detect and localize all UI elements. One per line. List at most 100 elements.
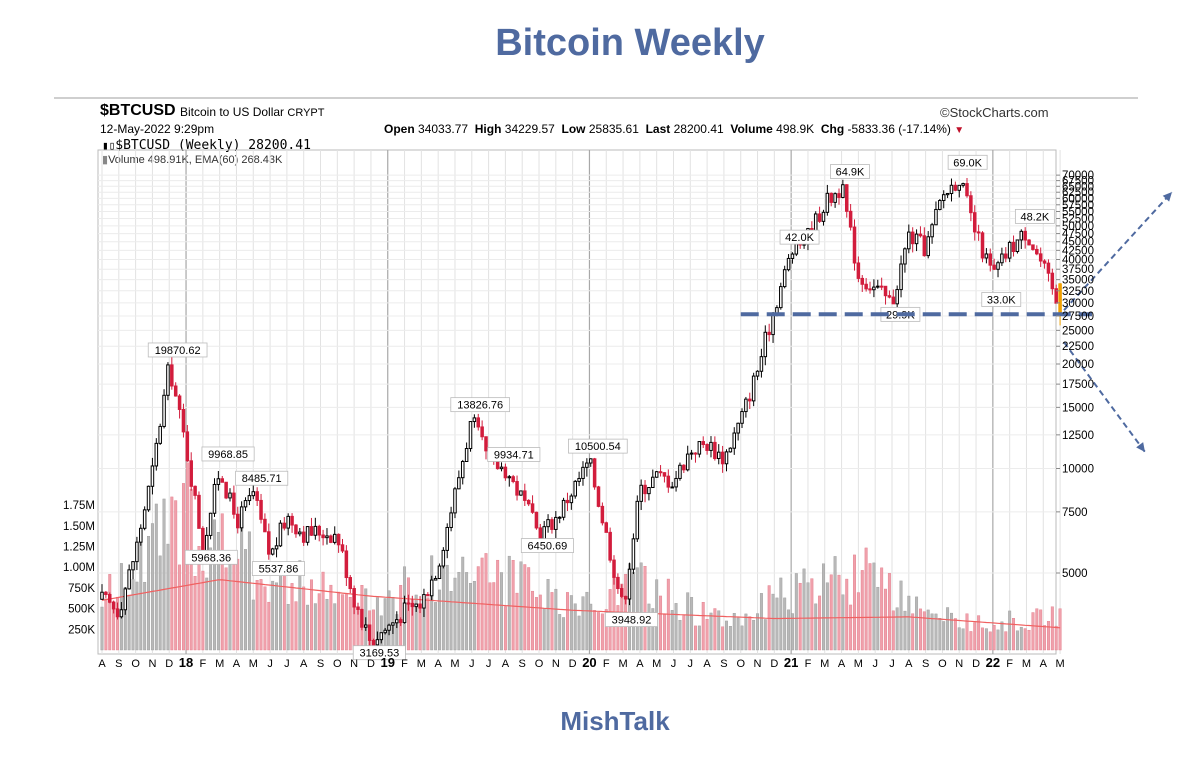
candle-body bbox=[693, 452, 698, 455]
candle-body bbox=[891, 296, 896, 305]
volume-bar bbox=[515, 592, 519, 651]
x-tick-label: S bbox=[922, 658, 929, 670]
candle-body bbox=[107, 594, 112, 603]
x-tick-label: J bbox=[284, 658, 290, 670]
candle-body bbox=[441, 549, 446, 567]
volume-bar bbox=[752, 619, 756, 651]
candle-body bbox=[131, 561, 135, 571]
volume-bar bbox=[891, 610, 895, 651]
high-value: 34229.57 bbox=[504, 122, 555, 136]
stockcharts-credit: ©StockCharts.com bbox=[940, 105, 1049, 120]
y-tick-label: 40000 bbox=[1062, 254, 1094, 266]
volume-bar bbox=[953, 618, 957, 651]
x-tick-label: 21 bbox=[784, 655, 798, 670]
x-tick-label: O bbox=[131, 658, 140, 670]
volume-bar bbox=[298, 560, 302, 651]
price-annotations: 19870.62 5968.36 9968.85 8485.71 5537.86 3169… bbox=[147, 154, 1055, 661]
x-tick-label: J bbox=[889, 658, 895, 670]
candle-body bbox=[290, 515, 294, 526]
candle-body bbox=[945, 193, 950, 196]
candle-body bbox=[1007, 241, 1012, 259]
x-tick-label: F bbox=[603, 658, 610, 670]
volume-bar bbox=[1015, 630, 1019, 651]
volume-bars-icon: ▮ bbox=[102, 154, 109, 166]
volume-bar bbox=[100, 606, 104, 651]
candle-body bbox=[476, 417, 481, 428]
volume-bar bbox=[589, 603, 593, 651]
candle-body bbox=[429, 579, 434, 597]
volume-bar bbox=[887, 573, 891, 651]
x-tick-label: N bbox=[754, 658, 762, 670]
volume-axis: 250K 500K 750K 1.00M 1.25M 1.50M 1.75M bbox=[63, 500, 95, 636]
annotation-box bbox=[450, 397, 510, 413]
candle-body bbox=[732, 432, 737, 449]
candle-body bbox=[460, 461, 465, 479]
candle-body bbox=[523, 490, 527, 501]
volume-bar bbox=[445, 564, 449, 651]
volume-bar bbox=[581, 596, 585, 651]
candle-body bbox=[445, 526, 449, 551]
candle-body bbox=[740, 411, 744, 424]
ticker-description-text: Bitcoin to US Dollar bbox=[180, 105, 285, 119]
candle-body bbox=[596, 486, 601, 507]
ticker-symbol: $BTCUSD bbox=[100, 102, 176, 119]
candle-body bbox=[294, 524, 298, 535]
candle-body bbox=[666, 475, 671, 488]
y-tick-label: 47500 bbox=[1062, 229, 1094, 241]
volume-bar bbox=[546, 579, 550, 651]
volume-bar bbox=[1043, 625, 1047, 651]
candle-body bbox=[786, 257, 791, 271]
y-tick-label: 57500 bbox=[1062, 200, 1094, 212]
x-tick-label: J bbox=[688, 658, 694, 670]
candle-body bbox=[903, 248, 907, 265]
candle-body bbox=[422, 594, 426, 609]
volume-bar bbox=[682, 615, 686, 651]
annotation-box bbox=[487, 447, 541, 462]
candle-body bbox=[519, 490, 523, 496]
candle-body bbox=[623, 595, 628, 600]
candle-body bbox=[616, 576, 620, 590]
candle-body bbox=[647, 487, 651, 495]
x-tick-label: M bbox=[249, 658, 258, 670]
volume-bar bbox=[740, 625, 744, 651]
ticker-exchange: CRYPT bbox=[287, 107, 325, 119]
candle-body bbox=[949, 184, 954, 195]
x-tick-label: J bbox=[872, 658, 878, 670]
volume-bar bbox=[554, 588, 558, 651]
candle-body bbox=[453, 488, 457, 514]
candle-body bbox=[592, 458, 597, 488]
candle-body bbox=[771, 313, 775, 336]
candle-body bbox=[779, 286, 783, 309]
annotation-box bbox=[147, 342, 208, 358]
volume-bar bbox=[814, 603, 818, 651]
last-value: 28200.41 bbox=[673, 122, 724, 136]
x-tick-label: 20 bbox=[582, 655, 596, 670]
candle-body bbox=[135, 541, 139, 563]
volume-bar bbox=[434, 602, 438, 651]
volume-bar bbox=[271, 580, 275, 651]
volume-bar bbox=[981, 627, 984, 651]
candle-body bbox=[371, 639, 376, 646]
candle-icon: ▮▯ bbox=[102, 139, 116, 152]
candle-body bbox=[759, 356, 764, 372]
candle-body bbox=[864, 283, 868, 290]
candle-body bbox=[724, 451, 729, 465]
volume-bar bbox=[240, 525, 244, 651]
x-tick-label: J bbox=[469, 658, 475, 670]
candle-body bbox=[876, 285, 880, 288]
candle-body bbox=[154, 442, 159, 467]
candle-body bbox=[224, 481, 228, 499]
volume-bar bbox=[170, 496, 174, 651]
x-tick-label: D bbox=[569, 658, 577, 670]
candle-body bbox=[883, 285, 888, 297]
volume-bar bbox=[965, 613, 969, 651]
x-tick-label: F bbox=[1006, 658, 1013, 670]
price-candles bbox=[100, 178, 1062, 652]
candle-body bbox=[208, 512, 213, 536]
candle-body bbox=[1015, 239, 1020, 253]
volume-bar bbox=[790, 613, 794, 651]
volume-bar bbox=[263, 586, 267, 651]
candle-body bbox=[189, 460, 193, 487]
y-tick-label: 42500 bbox=[1062, 245, 1094, 257]
candle-body bbox=[142, 509, 147, 529]
